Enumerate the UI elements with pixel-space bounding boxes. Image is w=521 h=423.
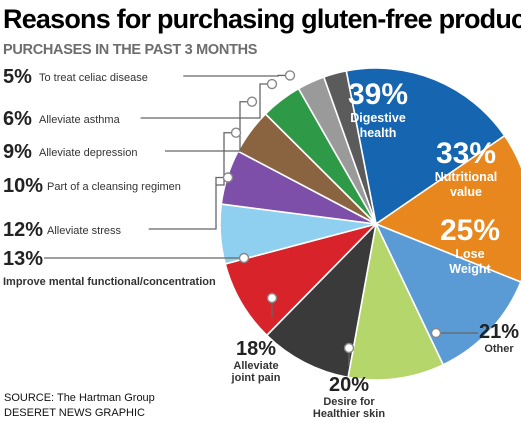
data-label-to-treat-celiac-disease: 5% [3, 66, 32, 88]
slice-label-lose-weight: Weight [449, 262, 491, 276]
leader-dot-other [430, 327, 442, 339]
pie-slice-other [347, 221, 445, 381]
slice-label-other: Other [484, 343, 514, 355]
leader-dot-alleviate-stress [222, 172, 234, 183]
slice-label-digestive-health: Digestive [350, 111, 406, 125]
slice-label-improve-mental-functional-concentration: Improve mental functional/concentration [3, 276, 216, 288]
slice-label-alleviate-joint-pain: joint pain [231, 372, 281, 384]
pie-slice-lose-weight [374, 222, 521, 366]
leader-dot-to-treat-celiac-disease [284, 70, 296, 81]
outside-labels: 5% To treat celiac disease 6% Alleviate ast… [3, 66, 519, 420]
graphic-credit: DESERET NEWS GRAPHIC [4, 407, 145, 419]
data-label-other: 21% [479, 321, 519, 343]
pie-slice-to-treat-celiac-disease [322, 69, 377, 225]
data-label-alleviate-asthma: 6% [3, 108, 32, 130]
leader-dot-desire-for-healthier-skin [343, 342, 355, 354]
pie-slice-desire-for-healthier-skin [265, 221, 378, 379]
leader-dot-improve-mental-functional-concentration [238, 252, 250, 264]
slice-label-desire-for-healthier-skin: Healthier skin [313, 408, 385, 420]
slice-label-desire-for-healthier-skin: Desire for [323, 396, 375, 408]
slice-label-alleviate-joint-pain: Alleviate [233, 360, 278, 372]
leader-line-part-of-a-cleansing-regimen [215, 132, 236, 186]
slice-label-nutritional-value: value [450, 185, 482, 199]
slice-label-to-treat-celiac-disease: To treat celiac disease [39, 72, 148, 84]
slice-label-part-of-a-cleansing-regimen: Part of a cleansing regimen [47, 181, 181, 193]
data-label-alleviate-joint-pain: 18% [236, 338, 276, 360]
slice-label-lose-weight: Lose [455, 247, 484, 261]
leader-dot-alleviate-asthma [266, 78, 278, 90]
leader-dot-alleviate-depression [246, 96, 258, 107]
slice-label-nutritional-value: Nutritional [435, 170, 498, 184]
leader-line-alleviate-stress [148, 176, 228, 230]
leader-line-alleviate-depression [165, 101, 252, 152]
leader-lines [44, 70, 478, 366]
data-label-alleviate-stress: 12% [3, 219, 43, 241]
leader-dot-alleviate-joint-pain [266, 292, 278, 304]
pie-slice-digestive-health [345, 67, 506, 226]
data-label-digestive-health: 39% [348, 78, 408, 111]
chart-subtitle: PURCHASES IN THE PAST 3 MONTHS [3, 42, 258, 58]
pie-slice-nutritional-value [374, 134, 521, 283]
data-label-desire-for-healthier-skin: 20% [329, 374, 369, 396]
data-label-nutritional-value: 33% [436, 137, 496, 170]
leader-line-to-treat-celiac-disease [183, 74, 290, 77]
chart-title: Reasons for purchasing gluten-free produ… [3, 4, 521, 34]
data-label-alleviate-depression: 9% [3, 141, 32, 163]
slice-label-alleviate-depression: Alleviate depression [39, 147, 137, 159]
pie-slices [219, 67, 521, 381]
slice-label-digestive-health: health [360, 126, 397, 140]
pie-slice-alleviate-joint-pain [224, 222, 379, 337]
slice-label-alleviate-asthma: Alleviate asthma [39, 114, 121, 126]
leader-dot-part-of-a-cleansing-regimen [230, 127, 242, 138]
data-label-part-of-a-cleansing-regimen: 10% [3, 175, 43, 197]
slice-label-alleviate-stress: Alleviate stress [47, 225, 121, 237]
data-label-improve-mental-functional-concentration: 13% [3, 248, 43, 270]
source-note: SOURCE: The Hartman Group [4, 392, 155, 404]
data-label-lose-weight: 25% [440, 214, 500, 247]
leader-line-alleviate-asthma [140, 83, 272, 119]
